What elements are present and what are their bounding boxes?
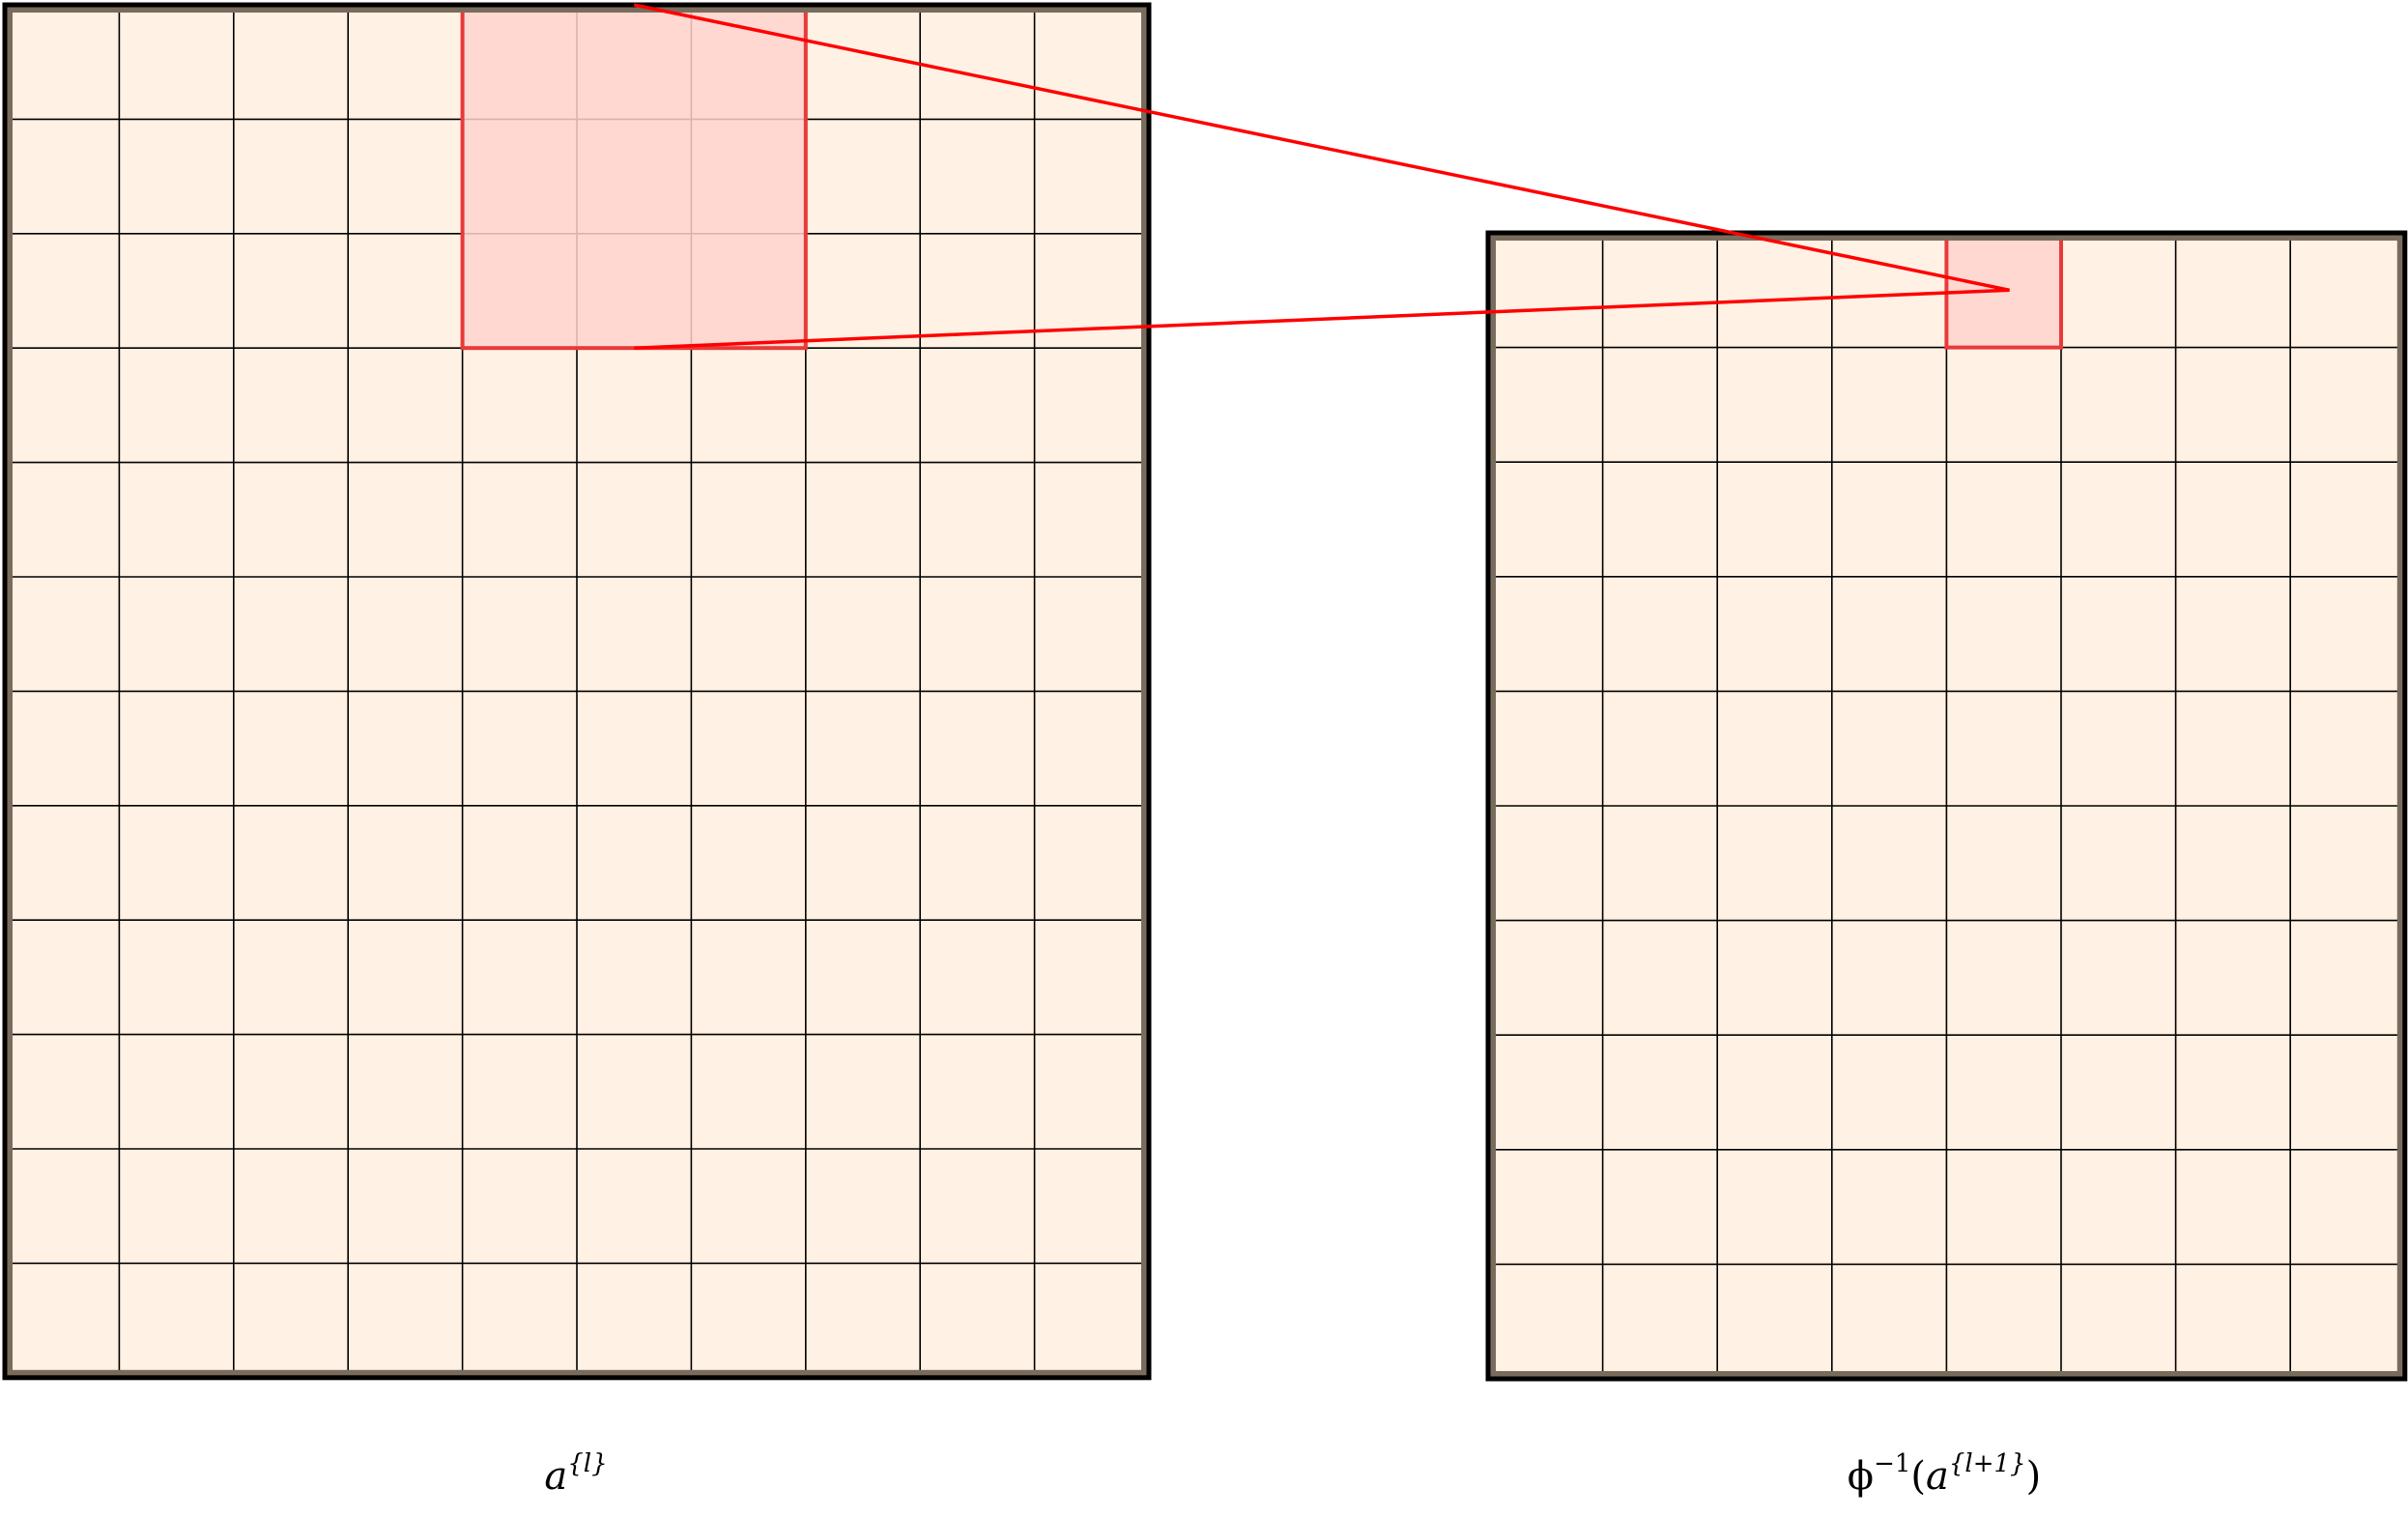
grid-frame: [2, 2, 1152, 1381]
label-superscript: {l}: [567, 1449, 608, 1478]
right-grid-label: ϕ−1(a{l+1}): [1848, 1449, 2041, 1499]
label-base: a: [1926, 1454, 1949, 1499]
inverse-exponent: −1: [1874, 1449, 1911, 1478]
open-paren: (: [1910, 1454, 1926, 1499]
right-feature-map-grid: [1485, 230, 2408, 1382]
left-grid-label: a{l}: [544, 1449, 607, 1499]
highlighted-region: [460, 3, 808, 351]
left-feature-map-grid: [2, 2, 1152, 1381]
grid-inner-frame: [1490, 235, 2403, 1377]
receptive-field-connectors: [633, 3, 2010, 350]
connector-line-bottom: [634, 288, 2010, 350]
label-superscript: {l+1}: [1948, 1449, 2026, 1478]
close-paren: ): [2025, 1454, 2042, 1499]
label-base: a: [544, 1454, 568, 1499]
connector-line-top: [633, 3, 2010, 293]
grid-inner-frame: [7, 7, 1147, 1376]
grid-frame: [1485, 230, 2408, 1382]
phi-symbol: ϕ: [1847, 1454, 1875, 1499]
